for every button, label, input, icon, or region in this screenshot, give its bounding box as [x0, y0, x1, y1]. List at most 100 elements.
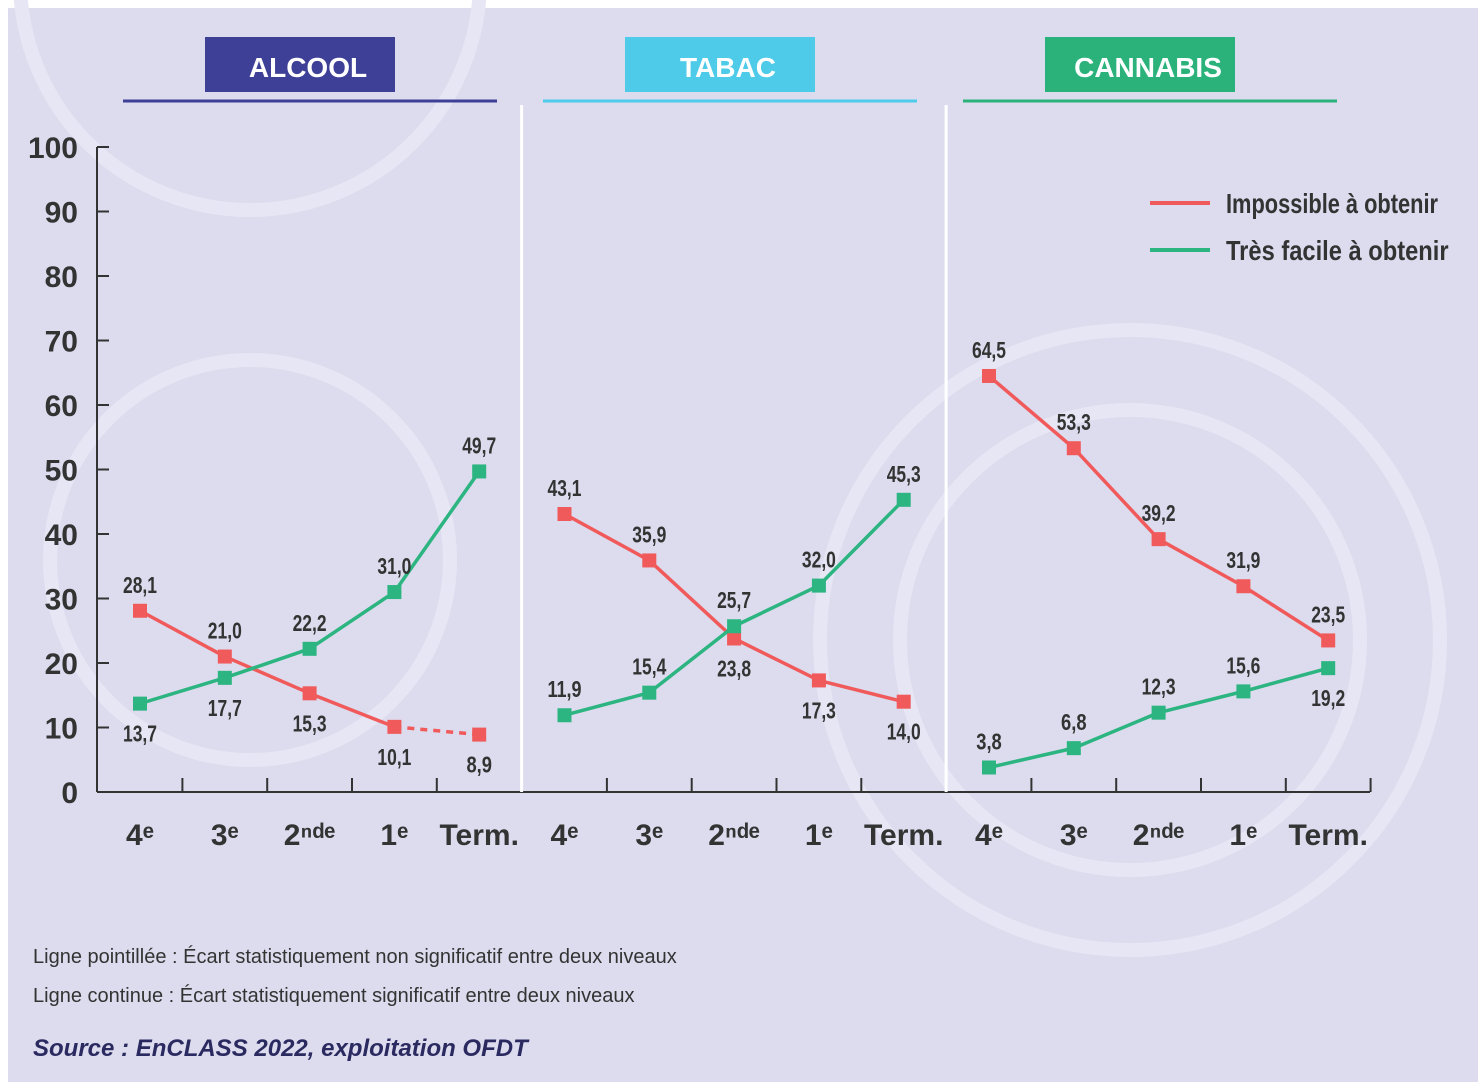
- point: [472, 464, 487, 479]
- series-segment: [817, 498, 905, 587]
- point: [302, 641, 317, 656]
- series-segment: [563, 512, 651, 562]
- y-tick-label: 50: [45, 455, 78, 488]
- point: [302, 686, 317, 701]
- x-tick-label: 3ᵉ: [635, 819, 663, 852]
- y-tick-label: 80: [45, 261, 78, 294]
- x-tick-label: 1ᵉ: [380, 819, 408, 852]
- value-label: 53,3: [1057, 409, 1091, 435]
- x-tick-label: 4ᵉ: [126, 819, 154, 852]
- series-segment: [1072, 447, 1160, 541]
- point: [387, 585, 402, 600]
- source: Source : EnCLASS 2022, exploitation OFDT: [33, 1035, 530, 1062]
- y-tick-label: 100: [28, 132, 78, 165]
- series-segment: [818, 678, 905, 704]
- series-segment: [394, 725, 480, 737]
- x-tick-label: 1ᵉ: [1229, 819, 1257, 852]
- series-segment: [1242, 666, 1329, 694]
- y-tick-label: 30: [45, 584, 78, 617]
- series-segment: [308, 691, 396, 729]
- point: [557, 507, 572, 522]
- value-label: 15,6: [1226, 652, 1260, 678]
- series-segment: [139, 609, 226, 659]
- value-label: 13,7: [123, 721, 157, 747]
- panel-title: TABAC: [680, 52, 776, 83]
- value-label: 14,0: [887, 719, 921, 745]
- point: [217, 670, 232, 685]
- point: [133, 696, 147, 711]
- series-segment: [308, 590, 396, 651]
- series-segment: [648, 559, 736, 640]
- x-tick-label: Term.: [439, 819, 518, 852]
- value-label: 12,3: [1142, 674, 1176, 700]
- value-label: 11,9: [548, 676, 582, 702]
- point: [1236, 579, 1251, 594]
- value-label: 45,3: [887, 461, 921, 487]
- value-label: 31,9: [1226, 547, 1260, 573]
- value-label: 15,4: [632, 654, 666, 680]
- point: [727, 619, 742, 634]
- value-label: 10,1: [377, 744, 411, 770]
- value-label: 22,2: [293, 610, 327, 636]
- x-tick-label: 4ᵉ: [975, 819, 1003, 852]
- x-tick-label: Term.: [1288, 819, 1367, 852]
- value-label: 8,9: [466, 752, 492, 778]
- value-label: 15,3: [293, 710, 327, 736]
- value-label: 49,7: [462, 432, 496, 458]
- point: [557, 708, 572, 723]
- legend-label: Impossible à obtenir: [1226, 188, 1438, 219]
- x-tick-label: 2ⁿᵈᵉ: [1133, 819, 1185, 852]
- y-tick-label: 40: [45, 519, 78, 552]
- y-tick-label: 20: [45, 648, 78, 681]
- value-label: 39,2: [1142, 500, 1176, 526]
- panel-title-box: [1045, 37, 1235, 92]
- value-label: 19,2: [1311, 685, 1345, 711]
- point: [896, 694, 911, 709]
- point: [133, 603, 147, 618]
- series-segment: [648, 624, 736, 695]
- x-tick-label: 1ᵉ: [805, 819, 833, 852]
- point: [1151, 532, 1166, 547]
- y-tick-label: 90: [45, 197, 78, 230]
- point: [1066, 441, 1081, 456]
- series-segment: [988, 746, 1075, 770]
- value-label: 25,7: [717, 587, 751, 613]
- point: [1321, 633, 1336, 648]
- background: [8, 8, 1478, 1082]
- point: [982, 760, 996, 775]
- value-label: 23,5: [1311, 601, 1345, 627]
- point: [1321, 661, 1336, 676]
- point: [727, 631, 742, 646]
- value-label: 6,8: [1061, 709, 1087, 735]
- value-label: 3,8: [976, 728, 1002, 754]
- value-label: 23,8: [717, 655, 751, 681]
- point: [217, 649, 232, 664]
- value-label: 28,1: [123, 572, 157, 598]
- panel-title-box: [205, 37, 395, 92]
- value-label: 64,5: [972, 337, 1006, 363]
- series-segment: [1158, 689, 1244, 715]
- point: [982, 368, 996, 383]
- x-tick-label: 3ᵉ: [1060, 819, 1088, 852]
- value-label: 17,7: [208, 695, 242, 721]
- y-tick-label: 60: [45, 390, 78, 423]
- value-label: 35,9: [632, 521, 666, 547]
- series-segment: [392, 470, 481, 594]
- series-segment: [733, 636, 820, 682]
- value-label: 43,1: [548, 475, 582, 501]
- panel-title: ALCOOL: [249, 52, 367, 83]
- point: [811, 673, 826, 688]
- value-label: 31,0: [377, 553, 411, 579]
- x-tick-label: 2ⁿᵈᵉ: [708, 819, 760, 852]
- value-label: 32,0: [802, 547, 836, 573]
- x-tick-label: 3ᵉ: [211, 819, 239, 852]
- series-segment: [224, 654, 311, 695]
- point: [811, 578, 826, 593]
- note: Ligne pointillée : Écart statistiquement…: [33, 945, 677, 968]
- decor: [13, 0, 1447, 957]
- point: [1236, 684, 1251, 699]
- y-tick-label: 10: [45, 713, 78, 746]
- note: Ligne continue : Écart statistiquement s…: [33, 984, 634, 1007]
- legend-label: Très facile à obtenir: [1226, 235, 1449, 266]
